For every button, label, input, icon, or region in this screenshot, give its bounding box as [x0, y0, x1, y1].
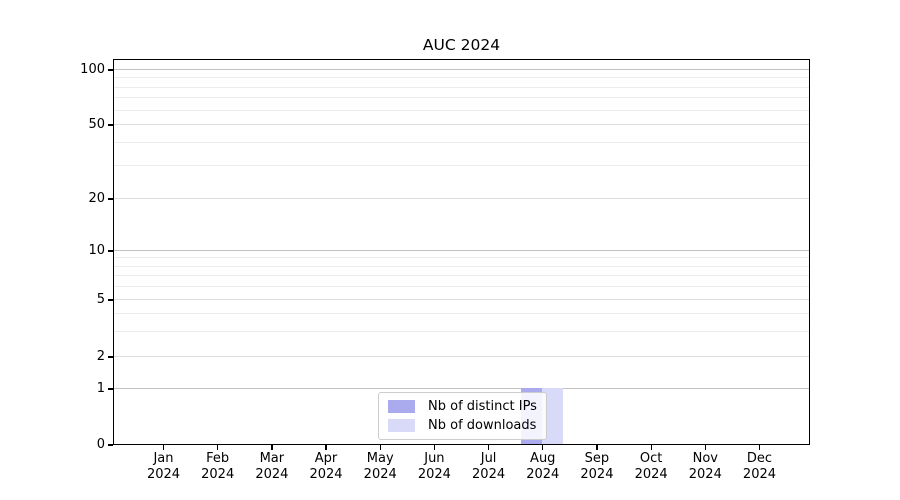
x-tick-label-jul: Jul 2024 — [472, 451, 506, 482]
y-tick-label-0: 0 — [96, 437, 105, 452]
y-tick-mark-1 — [108, 388, 113, 390]
gridline-y-80 — [114, 86, 809, 88]
x-tick-mark-jan — [162, 445, 165, 450]
gridline-y-9 — [114, 257, 809, 259]
y-tick-mark-50 — [108, 124, 113, 126]
y-tick-label-20: 20 — [88, 191, 105, 206]
x-tick-mark-jun — [433, 445, 436, 450]
gridline-y-90 — [114, 77, 809, 79]
gridline-y-100 — [114, 69, 809, 70]
legend-item-downloads: Nb of downloads — [388, 416, 537, 435]
gridline-y-5 — [114, 299, 809, 300]
bar-nb-of-downloads-aug-2024 — [542, 388, 564, 444]
y-tick-label-5: 5 — [96, 292, 105, 307]
x-tick-mark-oct — [650, 445, 652, 450]
x-tick-mark-jul — [487, 445, 490, 450]
gridline-y-70 — [114, 97, 809, 99]
gridline-y-40 — [114, 142, 809, 144]
legend-label-downloads: Nb of downloads — [428, 418, 537, 433]
plot-area: Nb of distinct IPs Nb of downloads — [113, 59, 810, 445]
x-tick-mark-sep — [596, 445, 598, 450]
x-tick-label-dec: Dec 2024 — [742, 451, 777, 482]
y-tick-mark-5 — [108, 299, 113, 301]
gridline-y-10 — [114, 250, 809, 251]
gridline-y-6 — [114, 286, 809, 288]
gridline-y-50 — [114, 124, 809, 125]
x-tick-mark-feb — [217, 445, 219, 450]
gridline-y-20 — [114, 198, 809, 199]
y-tick-label-50: 50 — [88, 117, 105, 132]
x-tick-mark-mar — [271, 445, 273, 450]
x-tick-mark-nov — [704, 445, 706, 450]
x-tick-label-may: May 2024 — [363, 451, 397, 482]
legend-swatch-distinct-ips — [388, 400, 415, 413]
gridline-y-30 — [114, 165, 809, 167]
y-tick-label-10: 10 — [88, 243, 105, 258]
x-tick-label-jan: Jan 2024 — [146, 451, 181, 482]
x-tick-label-nov: Nov 2024 — [688, 451, 722, 482]
y-tick-mark-2 — [108, 356, 113, 358]
x-tick-label-mar: Mar 2024 — [255, 451, 289, 482]
x-tick-mark-aug — [542, 445, 544, 450]
chart-title: AUC 2024 — [422, 36, 501, 54]
y-tick-label-100: 100 — [80, 62, 105, 77]
y-tick-mark-20 — [108, 198, 113, 200]
y-tick-label-1: 1 — [96, 381, 105, 396]
x-tick-label-jun: Jun 2024 — [417, 451, 451, 482]
legend-swatch-downloads — [388, 419, 415, 432]
x-tick-label-aug: Aug 2024 — [526, 451, 560, 482]
legend-label-distinct-ips: Nb of distinct IPs — [428, 399, 537, 414]
x-tick-mark-dec — [758, 445, 761, 450]
x-tick-label-oct: Oct 2024 — [634, 451, 668, 482]
y-tick-label-2: 2 — [96, 349, 105, 364]
gridline-y-3 — [114, 330, 809, 332]
gridline-y-4 — [114, 312, 809, 314]
y-tick-mark-0 — [108, 444, 113, 446]
x-tick-label-sep: Sep 2024 — [580, 451, 614, 482]
legend: Nb of distinct IPs Nb of downloads — [378, 392, 547, 440]
x-tick-mark-apr — [325, 445, 327, 450]
gridline-y-8 — [114, 265, 809, 267]
gridline-y-60 — [114, 109, 809, 111]
y-tick-mark-100 — [108, 69, 113, 71]
y-tick-mark-10 — [108, 250, 113, 252]
x-tick-label-apr: Apr 2024 — [309, 451, 343, 482]
x-tick-mark-may — [379, 445, 381, 450]
gridline-y-7 — [114, 275, 809, 277]
legend-item-distinct-ips: Nb of distinct IPs — [388, 397, 537, 416]
gridline-y-1 — [114, 388, 809, 389]
x-tick-label-feb: Feb 2024 — [201, 451, 235, 482]
gridline-y-2 — [114, 356, 809, 357]
